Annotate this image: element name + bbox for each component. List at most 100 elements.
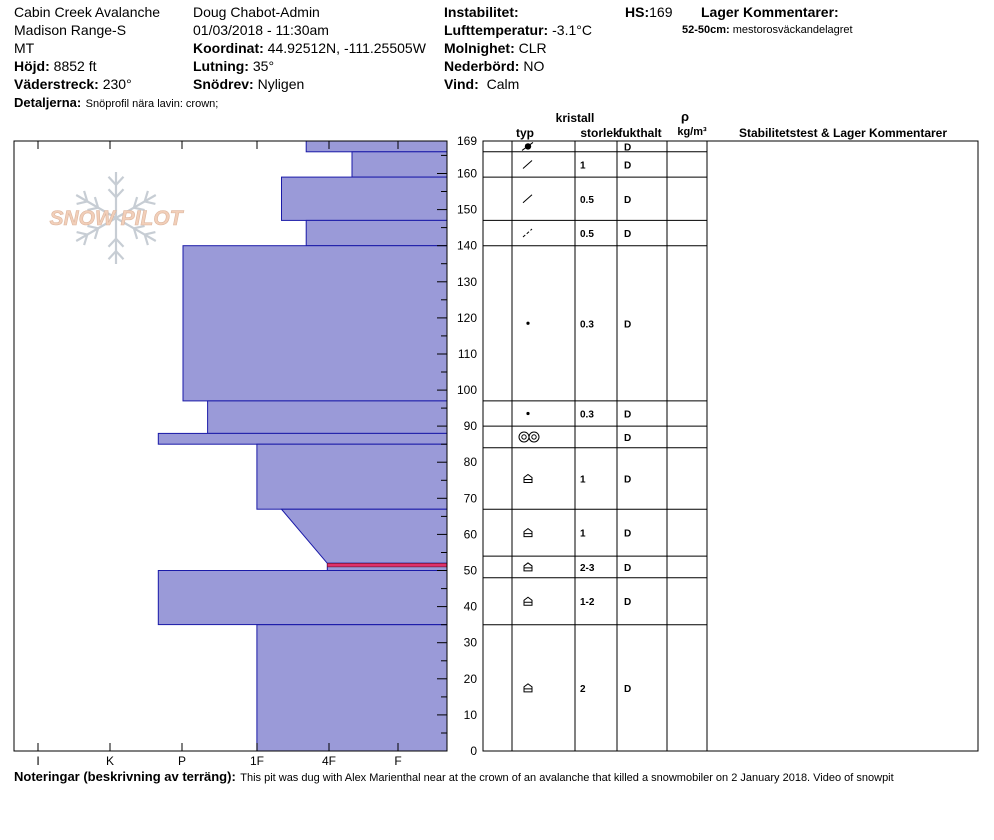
header-rho: ρ	[681, 109, 689, 124]
snowflake-branch	[107, 176, 117, 186]
snowflake-branch	[132, 196, 139, 209]
melt-ring-inner	[521, 434, 527, 440]
snowflake-branch	[115, 237, 125, 248]
hardness-bar	[305, 140, 448, 153]
precip-label: Nederbörd:	[444, 58, 520, 74]
depth-hoar-icon	[523, 528, 533, 538]
snowflake-branch	[144, 200, 156, 205]
observer-name: Doug Chabot-Admin	[193, 4, 320, 20]
depth-tick-label: 70	[464, 491, 478, 505]
slope-row: Lutning: 35°	[193, 58, 274, 74]
drift-value: Nyligen	[257, 76, 305, 92]
grain-slash	[522, 160, 533, 169]
sky-row: Molnighet: CLR	[444, 40, 547, 56]
depth-hoar-glyph	[523, 683, 533, 693]
hardness-bars	[157, 140, 448, 752]
hardness-tick-label: P	[178, 754, 186, 768]
aspect-row: Väderstreck: 230°	[14, 76, 132, 92]
layer-comments-label: Lager Kommentarer:	[701, 4, 839, 20]
coordinates-label: Koordinat:	[193, 40, 264, 56]
drift-label: Snödrev:	[193, 76, 254, 92]
snowflake-branch	[87, 206, 99, 212]
aspect-label: Väderstreck:	[14, 76, 99, 92]
precipitation-particles-icon	[522, 160, 533, 169]
depth-tick-label: 0	[470, 744, 477, 758]
snowflake-arm	[75, 217, 117, 242]
rounded-grains-icon	[526, 321, 530, 325]
weak-layer-highlight	[326, 562, 448, 568]
location-name: Cabin Creek Avalanche	[14, 4, 161, 20]
depth-tick-label: 169	[457, 134, 477, 148]
melt-ring	[528, 431, 540, 443]
depth-hoar-icon	[523, 683, 533, 693]
hardness-bar	[157, 570, 448, 626]
hardness-tick-label: K	[106, 754, 114, 768]
hardness-bar	[256, 443, 448, 510]
snowflake-branch	[93, 196, 100, 209]
sky-label: Molnighet:	[444, 40, 515, 56]
header-size: storlek	[580, 126, 620, 140]
observation-datetime: 01/03/2018 - 11:30am	[193, 22, 329, 38]
depth-hoar-icon	[523, 562, 533, 572]
hardness-bar	[305, 219, 448, 247]
melt-ring-inner	[531, 434, 537, 440]
hardness-bar	[256, 624, 448, 752]
moisture-label: D	[624, 161, 631, 172]
rounded-grains-dot	[526, 321, 530, 325]
depth-tick-label: 100	[457, 383, 477, 397]
snowflake-branch	[115, 176, 125, 186]
snowflake-arm	[75, 194, 117, 219]
depth-tick-label: 140	[457, 239, 477, 253]
decomposing-fragments-icon	[522, 228, 533, 238]
depth-hoar-glyph	[523, 528, 533, 538]
depth-hoar-glyph	[523, 562, 533, 572]
aspect-value: 230°	[102, 76, 132, 92]
hardness-tick-label: I	[36, 754, 39, 768]
layer-comment-row: 52-50cm: mestorosväckandelagret	[682, 24, 853, 36]
snowflake-branch	[143, 190, 149, 202]
hs-value: 169	[649, 4, 673, 20]
header-density-unit: kg/m³	[677, 126, 707, 138]
grain-size-label: 1	[580, 475, 586, 486]
grain-size-label: 1-2	[580, 597, 595, 608]
depth-hoar-icon	[523, 596, 533, 606]
chart-frame	[13, 140, 448, 752]
depth-hoar-icon	[523, 473, 533, 483]
layer-comment-text: mestorosväckandelagret	[732, 24, 853, 36]
grain-size-label: 0.5	[580, 195, 594, 206]
snowflake-branch	[76, 200, 88, 205]
precip-row: Nederbörd: NO	[444, 58, 544, 74]
grain-size-label: 1	[580, 161, 586, 172]
grain-size-label: 0.3	[580, 410, 594, 421]
snowflake-arm	[115, 217, 157, 242]
details-value: Snöprofil nära lavin: crown;	[85, 98, 219, 110]
hardness-bar	[280, 508, 448, 564]
depth-tick-label: 40	[464, 600, 478, 614]
slope-value: 35°	[252, 58, 275, 74]
hardness-tick-label: 4F	[322, 754, 336, 768]
rounding-faceted-icon	[521, 142, 534, 151]
moisture-label: D	[624, 684, 631, 695]
wind-value: Calm	[486, 76, 520, 92]
depth-tick-label: 120	[457, 311, 477, 325]
grain-size-label: 2	[580, 684, 586, 695]
snowflake-branch	[133, 206, 145, 212]
slope-label: Lutning:	[193, 58, 249, 74]
hardness-axis: I K P 1F 4F F	[36, 141, 402, 768]
header-type: typ	[516, 126, 534, 140]
depth-hoar-glyph	[523, 596, 533, 606]
melt-forms-icon	[518, 431, 540, 443]
depth-tick-label: 50	[464, 564, 478, 578]
depth-tick-label: 30	[464, 636, 478, 650]
depth-tick-label: 90	[464, 419, 478, 433]
moisture-label: D	[624, 475, 631, 486]
table-headers: kristall typ storlek fukthalt ρ kg/m³ St…	[516, 109, 947, 140]
snowflake-branch	[107, 250, 117, 260]
snowflake-branch	[107, 188, 117, 199]
hardness-bar	[351, 151, 448, 178]
layer-comment-range: 52-50cm:	[682, 24, 730, 36]
depth-tick-label: 60	[464, 527, 478, 541]
header-stability: Stabilitetstest & Lager Kommentarer	[739, 126, 947, 140]
moisture-label: D	[624, 319, 631, 330]
